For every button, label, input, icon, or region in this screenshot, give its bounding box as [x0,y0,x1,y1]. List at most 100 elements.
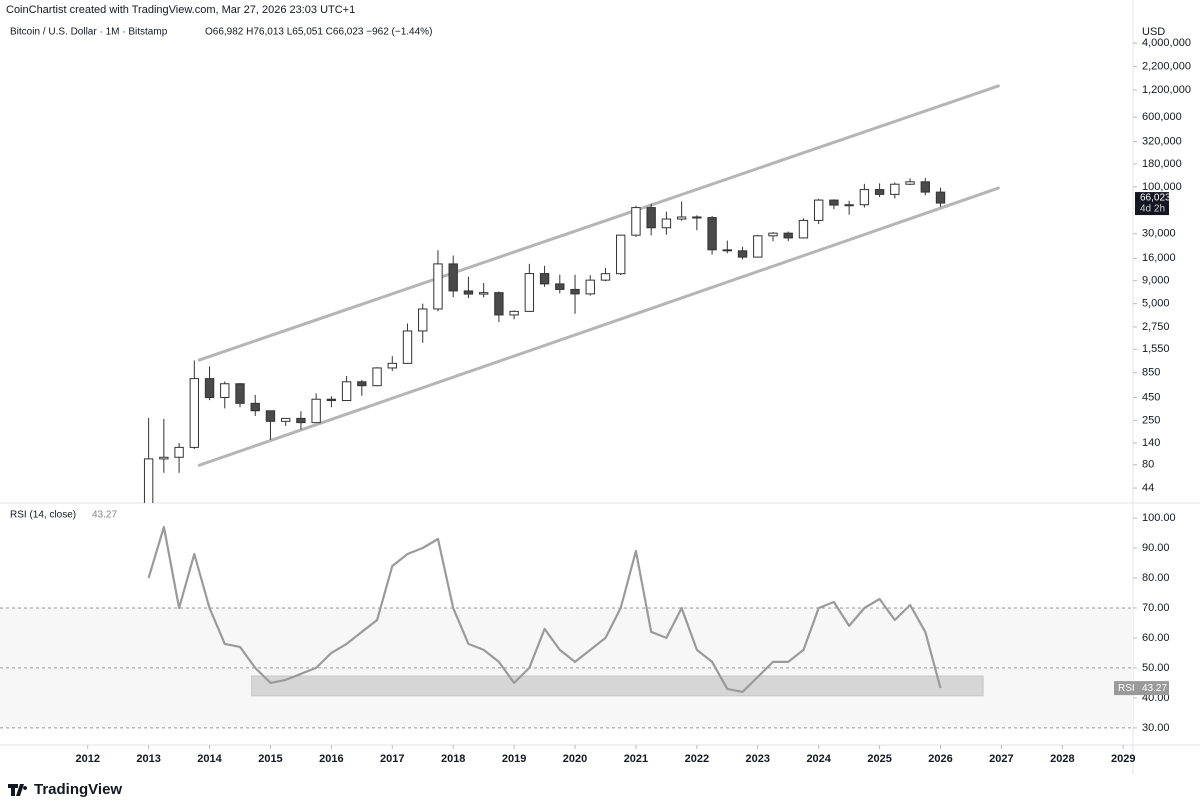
x-tick-label: 2026 [928,753,952,765]
y-tick-label: 80.00 [1142,572,1170,584]
symbol-title: Bitcoin / U.S. Dollar · 1M · Bitstamp [10,27,168,38]
y-tick-label: 450 [1142,391,1160,403]
candle-body [143,458,154,503]
y-tick-label: 250 [1142,414,1160,426]
rsi-value: 43.27 [92,510,117,521]
y-tick-label: 600,000 [1142,111,1182,123]
x-tick-label: 2021 [624,753,648,765]
channel-line [197,186,1000,467]
highlight-zone [251,675,984,697]
x-tick-label: 2027 [989,753,1013,765]
candle-body [280,417,291,422]
candle-body [433,263,443,310]
candle-body [189,378,200,448]
rsi-pane [0,525,1133,729]
rsi-tag: RSI [1118,683,1135,694]
candle-body [235,383,245,404]
candle-body [539,273,550,285]
price-pane [143,84,1000,503]
y-tick-label: 30.00 [1142,722,1170,734]
candle-body [585,279,595,295]
y-tick-label: 100.00 [1142,512,1176,524]
candle-body [357,381,367,387]
price-tag [1135,192,1169,216]
candle-body [463,290,474,295]
y-tick-label: 320,000 [1142,135,1182,147]
ohlc-legend: O66,982 H76,013 L65,051 C66,023 −962 (−1… [205,27,432,38]
logo-icon [8,784,28,796]
candle-body [707,217,717,251]
candle-body [494,292,504,316]
candle-body [448,263,458,292]
logo: TradingView [8,781,122,798]
price-tag-label: 66,023 [1140,193,1171,204]
candle-body [890,183,900,195]
candle-body [798,219,809,239]
y-tick-label: 44 [1142,482,1154,494]
candle-body [326,398,337,402]
x-tick-label: 2023 [746,753,770,765]
candle-body [204,378,215,398]
x-tick-label: 2024 [806,753,831,765]
candle-body [600,273,611,281]
candle-body [646,207,656,229]
x-tick-label: 2025 [867,753,891,765]
candle-body [859,189,870,206]
x-tick-label: 2022 [685,753,709,765]
rsi-tag-value: 43.27 [1142,683,1167,694]
x-tick-label: 2014 [197,753,222,765]
candle-body [844,204,854,207]
candle-body [372,367,382,387]
brand: TradingView [34,781,122,798]
x-tick-label: 2015 [258,753,282,765]
candle-body [813,199,824,221]
x-tick-label: 2029 [1111,753,1135,765]
candle-body [250,402,260,412]
y-tick-label: 5,000 [1142,298,1170,310]
candle-body [296,417,306,424]
y-tick-label: 90.00 [1142,542,1170,554]
candle-body [768,232,778,237]
y-tick-label: 180,000 [1142,158,1182,170]
candle-body [737,250,748,258]
candle-body [722,249,733,252]
axes: 44 80 140 250 450 850 1,550 2,750 5,000 9,000 16,0… [75,37,1190,765]
candle-body [935,191,946,204]
countdown: 4d 2h [1140,204,1165,215]
candle-body [692,216,702,219]
y-tick-label: 1,200,000 [1142,84,1191,96]
y-tick-label: 70.00 [1142,602,1170,614]
candle-body [341,381,352,402]
y-tick-label: 60.00 [1142,632,1170,644]
y-tick-label: 80 [1142,459,1154,471]
candle-body [311,398,321,424]
y-tick-label: 100,000 [1142,181,1182,193]
candle-body [418,308,428,332]
candle-body [616,234,626,275]
rsi-line [147,525,942,693]
x-tick-label: 2018 [441,753,465,765]
candle-body [387,362,397,369]
candle-body [509,310,519,316]
candle-body [829,199,839,206]
rsi-tag-bg [1114,681,1169,696]
rsi-title: RSI (14, close) [10,510,76,521]
y-tick-label: 50.00 [1142,662,1170,674]
y-tick-label: 4,000,000 [1142,37,1191,49]
candle-body [524,273,535,312]
y-tick-label: 30,000 [1142,228,1176,240]
y-tick-label: 16,000 [1142,252,1176,264]
candle-body [174,446,184,458]
channel-line [197,84,1000,362]
candle-body [159,456,169,460]
candle-body [920,181,930,193]
candle-body [570,288,580,295]
candle-body [753,235,763,258]
candle-body [874,189,885,195]
candle-body [905,181,915,185]
candle-body [265,410,276,422]
candle-body [220,383,230,398]
currency: USD [1142,26,1165,38]
candle-body [402,330,413,364]
candle-body [676,216,687,220]
